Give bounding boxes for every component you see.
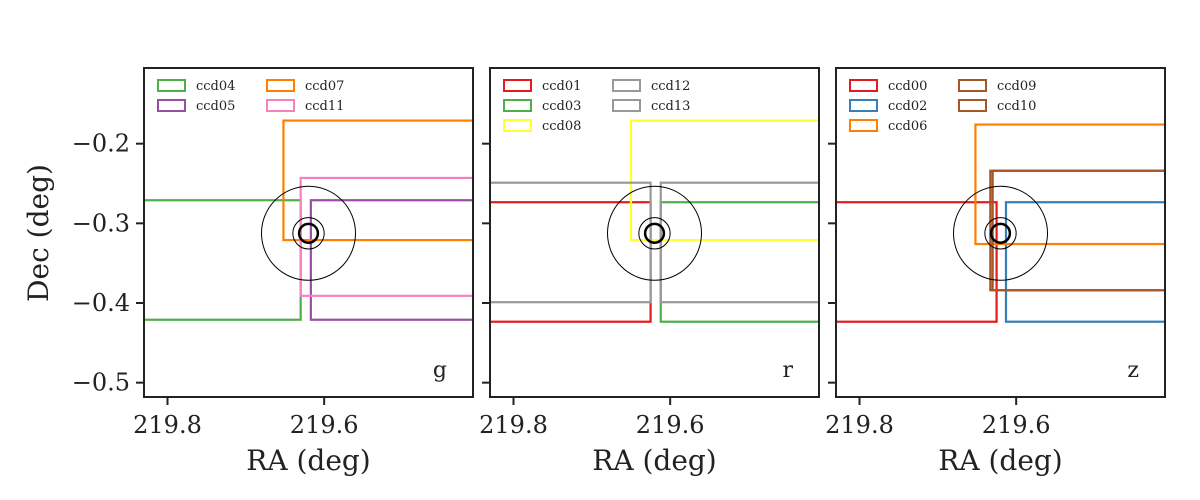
band-label: r bbox=[782, 358, 793, 383]
legend-swatch bbox=[266, 79, 295, 92]
rect-ccd10 bbox=[991, 169, 1165, 292]
band-label: g bbox=[433, 358, 447, 383]
legend-item-ccd07: ccd07 bbox=[266, 79, 344, 94]
legend-swatch bbox=[266, 99, 295, 112]
legend-label: ccd12 bbox=[651, 79, 690, 94]
x-axis-label: RA (deg) bbox=[938, 444, 1062, 477]
rect-ccd05 bbox=[309, 199, 473, 321]
panel-z: 219.8 219.6 RA (deg) z ccd00 ccd02 ccd06 ccd09 c… bbox=[825, 67, 1166, 477]
target-circle bbox=[643, 222, 666, 244]
legend-item-ccd02: ccd02 bbox=[849, 99, 927, 114]
legend-swatch bbox=[849, 99, 878, 112]
x-tick-label: 219.6 bbox=[290, 411, 359, 439]
y-tick-label: −0.5 bbox=[72, 369, 130, 397]
legend-swatch bbox=[849, 119, 878, 132]
axes-frame bbox=[835, 67, 1166, 398]
x-tick-label: 219.8 bbox=[479, 411, 548, 439]
legend-swatch bbox=[503, 99, 532, 112]
rect-ccd00 bbox=[836, 201, 998, 323]
legend-swatch bbox=[503, 119, 532, 132]
legend-item-ccd13: ccd13 bbox=[612, 99, 690, 114]
legend-swatch bbox=[958, 99, 987, 112]
legend-swatch bbox=[157, 99, 186, 112]
legend-label: ccd09 bbox=[997, 79, 1036, 94]
panels: 219.8 219.6 RA (deg) −0.2 −0.3 −0.4 −0.5 g ccd04… bbox=[72, 67, 1166, 477]
legend-label: ccd03 bbox=[542, 99, 581, 114]
target-circle bbox=[989, 222, 1012, 244]
legend-label: ccd01 bbox=[542, 79, 581, 94]
legend-label: ccd10 bbox=[997, 99, 1036, 114]
x-axis-label: RA (deg) bbox=[246, 444, 370, 477]
legend-swatch bbox=[157, 79, 186, 92]
x-tick-label: 219.6 bbox=[636, 411, 705, 439]
legend-label: ccd04 bbox=[196, 79, 235, 94]
legend-item-ccd12: ccd12 bbox=[612, 79, 690, 94]
legend-swatch bbox=[612, 99, 641, 112]
y-tick-label: −0.3 bbox=[72, 209, 130, 237]
legend-item-ccd06: ccd06 bbox=[849, 119, 927, 134]
legend-label: ccd00 bbox=[888, 79, 927, 94]
legend-item-ccd08: ccd08 bbox=[503, 119, 581, 134]
rect-ccd06 bbox=[974, 123, 1165, 246]
rect-ccd09 bbox=[989, 169, 1165, 292]
x-tick-label: 219.8 bbox=[133, 411, 202, 439]
axes-frame bbox=[143, 67, 474, 398]
target-circle bbox=[953, 185, 1048, 281]
rect-ccd08 bbox=[629, 119, 819, 242]
y-tick-label: −0.2 bbox=[72, 130, 130, 158]
rect-ccd01 bbox=[490, 201, 652, 323]
axes-frame bbox=[489, 67, 820, 398]
legend-item-ccd00: ccd00 bbox=[849, 79, 927, 94]
target-circle bbox=[297, 222, 320, 244]
band-label: z bbox=[1127, 358, 1139, 383]
legend-item-ccd03: ccd03 bbox=[503, 99, 581, 114]
legend-swatch bbox=[612, 79, 641, 92]
target-circle bbox=[261, 185, 356, 281]
legend-item-ccd04: ccd04 bbox=[157, 79, 235, 94]
legend-swatch bbox=[849, 79, 878, 92]
legend-swatch bbox=[958, 79, 987, 92]
plot-area bbox=[144, 119, 473, 321]
rect-ccd11 bbox=[299, 176, 473, 297]
legend-item-ccd01: ccd01 bbox=[503, 79, 581, 94]
rect-ccd03 bbox=[659, 201, 819, 323]
legend-item-ccd10: ccd10 bbox=[958, 99, 1036, 114]
plot-area bbox=[490, 119, 819, 323]
plot-area bbox=[836, 123, 1165, 323]
y-tick-label: −0.4 bbox=[72, 289, 130, 317]
rect-ccd13 bbox=[659, 181, 819, 304]
target-circle bbox=[607, 185, 702, 281]
legend-label: ccd05 bbox=[196, 99, 235, 114]
target-circle bbox=[638, 217, 671, 250]
legend-label: ccd07 bbox=[305, 79, 344, 94]
y-axis-label: Dec (deg) bbox=[22, 164, 55, 302]
target-circle bbox=[292, 217, 325, 250]
target-circle bbox=[984, 217, 1017, 250]
legend-label: ccd08 bbox=[542, 119, 581, 134]
legend-label: ccd02 bbox=[888, 99, 927, 114]
legend-item-ccd05: ccd05 bbox=[157, 99, 235, 114]
legend-label: ccd13 bbox=[651, 99, 690, 114]
legend-item-ccd09: ccd09 bbox=[958, 79, 1036, 94]
panel-g: 219.8 219.6 RA (deg) −0.2 −0.3 −0.4 −0.5 g ccd04… bbox=[72, 67, 474, 477]
legend-swatch bbox=[503, 79, 532, 92]
rect-ccd02 bbox=[1004, 201, 1165, 323]
legend-label: ccd11 bbox=[305, 99, 344, 114]
panel-r: 219.8 219.6 RA (deg) r ccd01 ccd03 ccd08 ccd12 c… bbox=[479, 67, 820, 477]
rect-ccd07 bbox=[282, 119, 473, 242]
legend-label: ccd06 bbox=[888, 119, 927, 134]
legend-item-ccd11: ccd11 bbox=[266, 99, 344, 114]
x-tick-label: 219.8 bbox=[825, 411, 894, 439]
x-tick-label: 219.6 bbox=[982, 411, 1051, 439]
x-axis-label: RA (deg) bbox=[592, 444, 716, 477]
